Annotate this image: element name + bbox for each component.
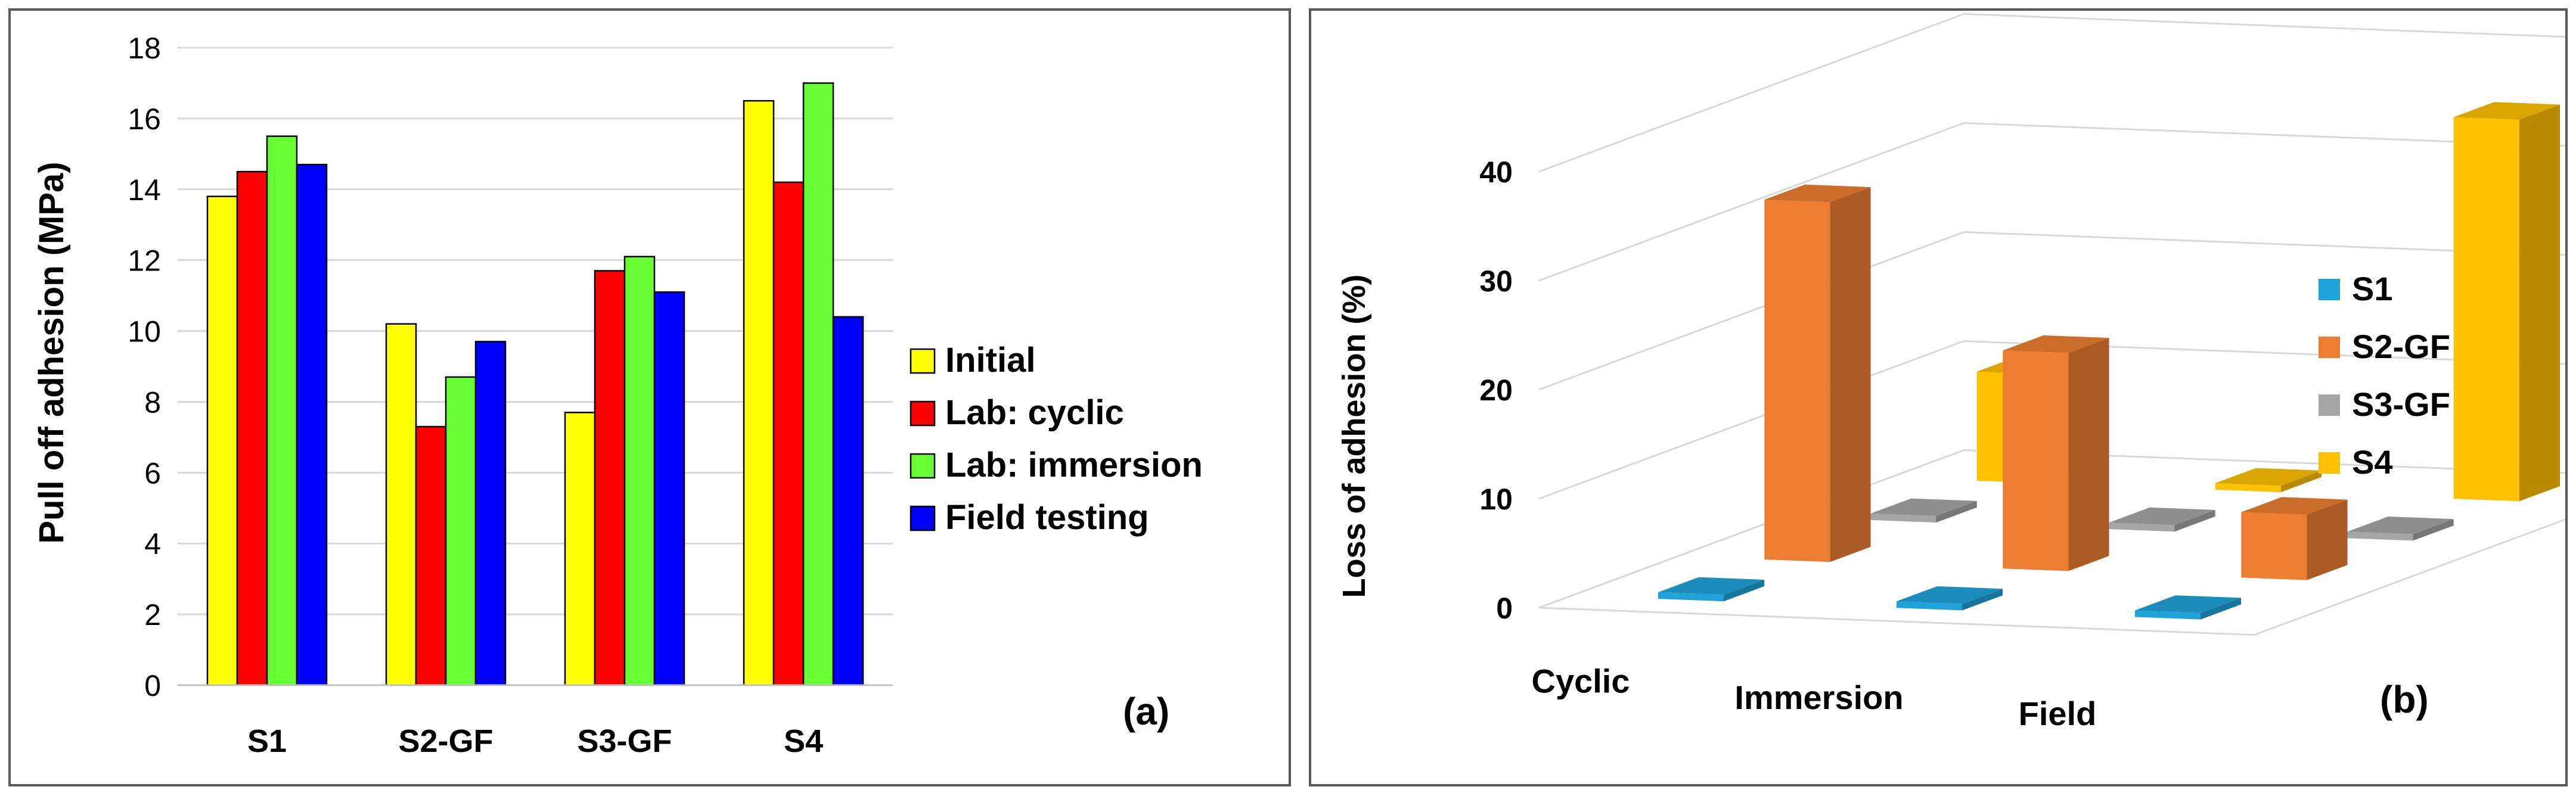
bar-s1-0 — [206, 195, 238, 686]
bar-field-s2-gf — [2241, 497, 2348, 580]
panel-label-a: (a) — [1123, 690, 1169, 733]
bar-s3-gf-2 — [623, 256, 656, 686]
gridline — [1538, 122, 2565, 282]
legend-label: Lab: immersion — [945, 446, 1203, 484]
bar-s3-gf-1 — [594, 270, 626, 686]
x-category-label: S4 — [784, 723, 823, 759]
bar-cyclic-s1 — [1658, 577, 1765, 602]
floor-outline — [1538, 449, 2565, 636]
bar3d-chart-b: 0 10 20 30 40 Cyclic Immersion Field S1 S2-GF S3-… — [1336, 13, 2565, 732]
bar-chart-a: 0 2 4 6 8 10 12 14 16 18 S1 S2-GF S3-GF S4 Initial Lab… — [32, 32, 1203, 759]
y-tick-label: 4 — [144, 527, 161, 561]
legend-swatch — [910, 400, 936, 427]
bar-field-s4 — [2453, 102, 2560, 502]
bar-s1-2 — [266, 135, 298, 686]
legend-swatch — [910, 505, 936, 531]
bar-field-s1 — [2135, 595, 2242, 620]
y-tick-label: 20 — [1479, 374, 1513, 407]
bar-s1-3 — [296, 163, 328, 686]
legend-swatch — [2319, 394, 2340, 416]
y-tick-label: 30 — [1479, 265, 1513, 298]
legend-swatch — [2319, 337, 2340, 358]
bar-s4-2 — [802, 82, 834, 686]
bar-s2-gf-3 — [474, 341, 507, 686]
x-category-label: Field — [2019, 695, 2097, 732]
legend-label: S1 — [2352, 270, 2393, 307]
bar-immersion-s2-gf — [2003, 335, 2109, 571]
legend-label: S2-GF — [2352, 328, 2450, 365]
y-tick-label: 0 — [144, 669, 161, 702]
bar-s2-gf-2 — [445, 376, 477, 686]
y-tick-label: 40 — [1479, 156, 1513, 189]
bar-immersion-s4 — [2215, 468, 2321, 493]
bar-s3-gf-3 — [653, 291, 685, 686]
x-category-label: S1 — [247, 723, 287, 759]
legend-label: Field testing — [945, 498, 1149, 537]
legend-label: Lab: cyclic — [945, 393, 1124, 432]
bar-s2-gf-1 — [415, 425, 447, 686]
y-tick-label: 16 — [128, 102, 161, 136]
legend-swatch — [910, 348, 936, 374]
bar-cyclic-s2-gf — [1764, 184, 1871, 562]
bar-s4-1 — [772, 181, 805, 686]
bar-s1-1 — [236, 170, 268, 686]
y-tick-label: 6 — [144, 456, 161, 490]
panel-label-b: (b) — [2380, 678, 2429, 721]
x-category-label: Cyclic — [1532, 663, 1630, 700]
gridline — [1538, 340, 2565, 500]
bar-s4-0 — [743, 100, 775, 686]
y-tick-label: 2 — [144, 598, 161, 632]
y-tick-label: 14 — [128, 173, 161, 207]
gridline — [1538, 13, 2565, 173]
y-tick-label: 12 — [128, 244, 161, 278]
y-tick-label: 8 — [144, 385, 161, 419]
legend-label: S3-GF — [2352, 385, 2450, 423]
bar-s3-gf-0 — [564, 412, 596, 686]
y-axis-label: Loss of adhesion (%) — [1336, 274, 1372, 598]
x-category-label: S3-GF — [577, 723, 672, 759]
bar-immersion-s3-gf — [2109, 507, 2215, 532]
y-axis-label: Pull off adhesion (MPa) — [32, 161, 71, 543]
bar-immersion-s1 — [1897, 586, 2003, 611]
y-tick-label: 10 — [128, 315, 161, 349]
chart-panel-a: 0 2 4 6 8 10 12 14 16 18 S1 S2-GF S3-GF S4 Initial Lab… — [8, 8, 1291, 786]
legend-swatch — [910, 453, 936, 479]
legend-label: Initial — [945, 341, 1035, 380]
x-category-label: S2-GF — [398, 723, 493, 759]
legend-swatch — [2319, 279, 2340, 300]
gridline — [1538, 231, 2565, 391]
legend-swatch — [2319, 452, 2340, 474]
x-category-label: Immersion — [1734, 679, 1903, 716]
chart-panel-b: 0 10 20 30 40 Cyclic Immersion Field S1 S2-GF S3-… — [1309, 8, 2568, 786]
bar-s2-gf-0 — [385, 323, 417, 686]
y-tick-label: 0 — [1496, 592, 1513, 625]
bar-cyclic-s3-gf — [1870, 498, 1977, 523]
bar-field-s3-gf — [2347, 517, 2454, 541]
bar-s4-3 — [832, 316, 864, 686]
y-tick-label: 10 — [1479, 483, 1513, 516]
y-tick-label: 18 — [128, 32, 161, 65]
legend-label: S4 — [2352, 443, 2393, 481]
